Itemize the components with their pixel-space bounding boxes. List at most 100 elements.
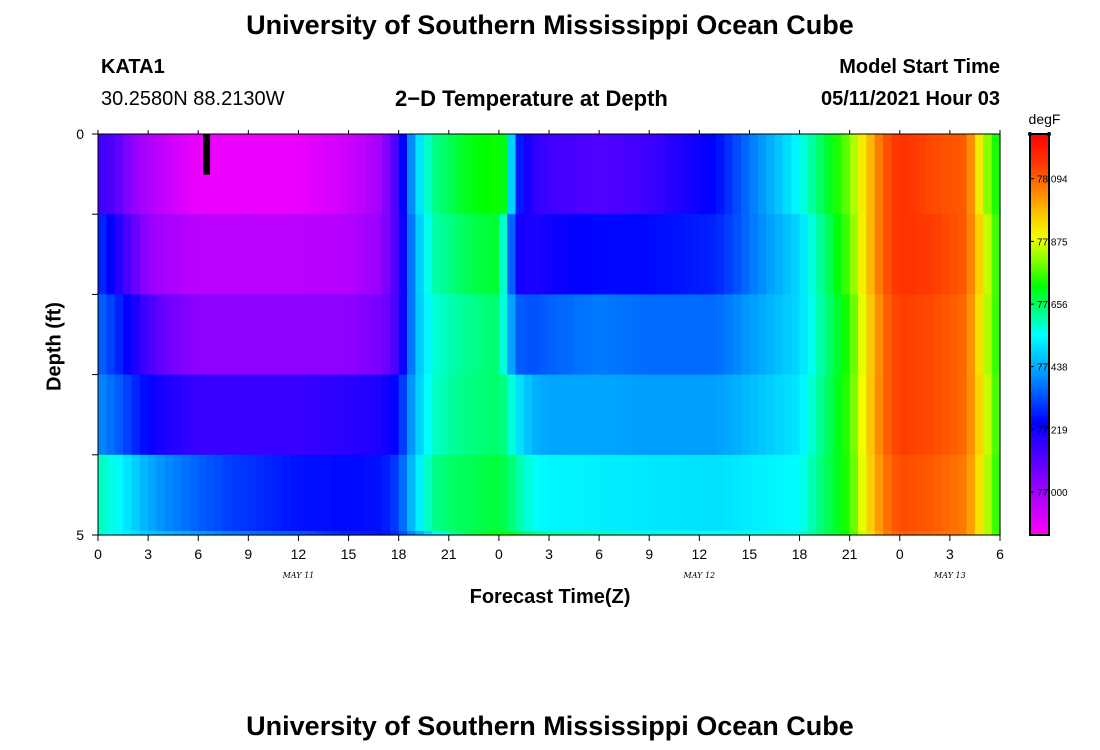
- heatmap-cell: [949, 454, 959, 536]
- heatmap-cell: [340, 374, 350, 456]
- colorbar-band: [1030, 380, 1049, 382]
- x-tick-label: 0: [94, 546, 102, 562]
- heatmap-cell: [766, 134, 776, 215]
- heatmap-cell: [791, 454, 801, 536]
- heatmap-cell: [582, 454, 592, 536]
- colorbar-band: [1030, 152, 1049, 154]
- colorbar-band: [1030, 182, 1049, 184]
- heatmap-cell: [741, 374, 751, 456]
- heatmap-cell: [231, 214, 241, 295]
- colorbar-band: [1030, 507, 1049, 509]
- colorbar-band: [1030, 417, 1049, 419]
- heatmap-cell: [306, 374, 316, 456]
- colorbar-band: [1030, 333, 1049, 335]
- heatmap-cell: [565, 454, 575, 536]
- heatmap-cell: [974, 530, 984, 535]
- colorbar-band: [1030, 343, 1049, 345]
- heatmap-cell: [139, 294, 149, 376]
- heatmap-cell: [649, 454, 659, 536]
- heatmap-cell: [398, 530, 408, 535]
- colorbar-band: [1030, 386, 1049, 388]
- heatmap-cell: [515, 530, 525, 535]
- heatmap-cell: [223, 134, 233, 215]
- colorbar-band: [1030, 468, 1049, 470]
- heatmap-cell: [899, 530, 909, 535]
- heatmap-cell: [557, 454, 567, 536]
- heatmap-cell: [407, 214, 416, 295]
- colorbar-band: [1030, 429, 1049, 431]
- colorbar-band: [1030, 162, 1049, 164]
- x-tick-label: 6: [595, 546, 603, 562]
- heatmap-cell: [540, 530, 550, 535]
- heatmap-cell: [331, 214, 341, 295]
- colorbar-band: [1030, 482, 1049, 484]
- colorbar-band: [1030, 319, 1049, 321]
- heatmap-cell: [532, 454, 542, 536]
- heatmap-cell: [315, 374, 325, 456]
- heatmap-cell: [331, 134, 341, 215]
- heatmap-cell: [248, 530, 258, 535]
- colorbar-band: [1030, 499, 1049, 501]
- colorbar-band: [1030, 147, 1049, 149]
- colorbar-band: [1030, 458, 1049, 460]
- heatmap-cell: [457, 294, 467, 376]
- heatmap-cell: [206, 530, 216, 535]
- heatmap-cell: [223, 374, 233, 456]
- colorbar-band: [1030, 505, 1049, 507]
- heatmap-cell: [582, 134, 592, 215]
- station-id: KATA1: [101, 56, 165, 78]
- heatmap-cell: [615, 294, 625, 376]
- colorbar-band: [1030, 439, 1049, 441]
- heatmap-cell: [924, 454, 934, 536]
- colorbar-band: [1030, 259, 1049, 261]
- colorbar-band: [1030, 358, 1049, 360]
- heatmap-cell: [156, 374, 166, 456]
- colorbar-band: [1030, 455, 1049, 457]
- colorbar-band: [1030, 456, 1049, 458]
- heatmap-cell: [507, 374, 517, 456]
- colorbar-band: [1030, 325, 1049, 327]
- colorbar-band: [1030, 357, 1049, 359]
- heatmap-cell: [657, 134, 667, 215]
- colorbar-band: [1030, 492, 1049, 494]
- colorbar-band: [1030, 290, 1049, 292]
- heatmap-cell: [423, 454, 433, 536]
- heatmap-cell: [340, 454, 350, 536]
- heatmap-cell: [407, 294, 416, 376]
- heatmap-cell: [949, 530, 959, 535]
- heatmap-cell: [273, 214, 283, 295]
- heatmap-cell: [832, 530, 842, 535]
- heatmap-cell: [908, 374, 918, 456]
- heatmap-cell: [390, 530, 400, 535]
- colorbar-band: [1030, 387, 1049, 389]
- heatmap-cell: [482, 294, 492, 376]
- heatmap-cell: [682, 214, 692, 295]
- heatmap-cell: [315, 294, 325, 376]
- heatmap-cell: [281, 134, 291, 215]
- colorbar-band: [1030, 274, 1049, 276]
- heatmap-cell: [214, 134, 224, 215]
- colorbar-band: [1030, 504, 1049, 506]
- colorbar-band: [1030, 171, 1049, 173]
- colorbar-band: [1030, 444, 1049, 446]
- heatmap-cell: [941, 134, 951, 215]
- colorbar-band: [1030, 282, 1049, 284]
- colorbar-band: [1030, 285, 1049, 287]
- colorbar-band: [1030, 461, 1049, 463]
- heatmap-cell: [189, 374, 199, 456]
- heatmap-cell: [565, 294, 575, 376]
- colorbar-band: [1030, 334, 1049, 336]
- heatmap-cell: [699, 134, 709, 215]
- heatmap-cell: [123, 134, 133, 215]
- heatmap-cell: [716, 530, 725, 535]
- colorbar-band: [1030, 238, 1049, 240]
- colorbar-band: [1030, 350, 1049, 352]
- colorbar-band: [1030, 339, 1049, 341]
- heatmap-cell: [515, 294, 525, 376]
- heatmap-cell: [390, 454, 400, 536]
- heatmap-cell: [139, 530, 149, 535]
- heatmap-cell: [214, 214, 224, 295]
- colorbar-band: [1030, 368, 1049, 370]
- heatmap-cell: [607, 294, 617, 376]
- colorbar-band: [1030, 272, 1049, 274]
